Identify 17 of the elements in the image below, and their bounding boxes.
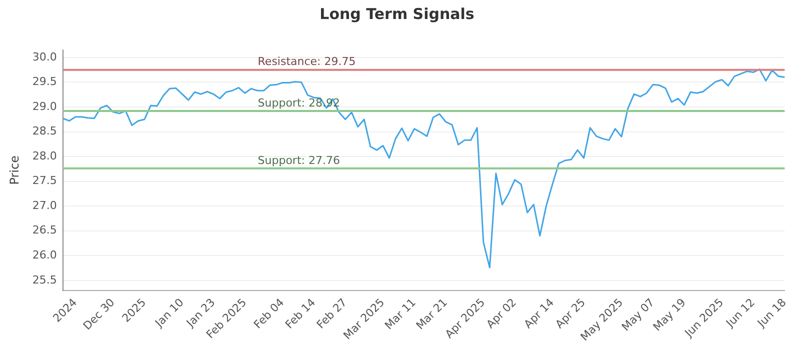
y-tick-label: 29.0 [32, 100, 57, 113]
ref-line-label: Resistance: 29.75 [258, 55, 356, 68]
y-tick-label: 26.0 [32, 248, 57, 262]
chart-title: Long Term Signals [320, 4, 474, 23]
ref-line-label: Support: 27.76 [258, 154, 340, 167]
y-tick-label: 26.5 [32, 224, 57, 237]
y-tick-label: 25.5 [32, 273, 57, 286]
y-tick-label: 28.0 [32, 149, 57, 162]
x-tick-label: Dec 30 [80, 296, 118, 333]
y-tick-label: 27.5 [32, 174, 57, 188]
y-axis-title: Price [7, 156, 22, 185]
x-tick-label: Apr 02 [484, 296, 519, 331]
y-tick-label: 29.5 [32, 75, 57, 88]
y-tick-label: 30.0 [32, 50, 57, 64]
x-tick-label: Jan 10 [152, 296, 186, 330]
y-tick-label: 28.5 [32, 124, 57, 138]
y-tick-label: 27.0 [32, 198, 57, 212]
